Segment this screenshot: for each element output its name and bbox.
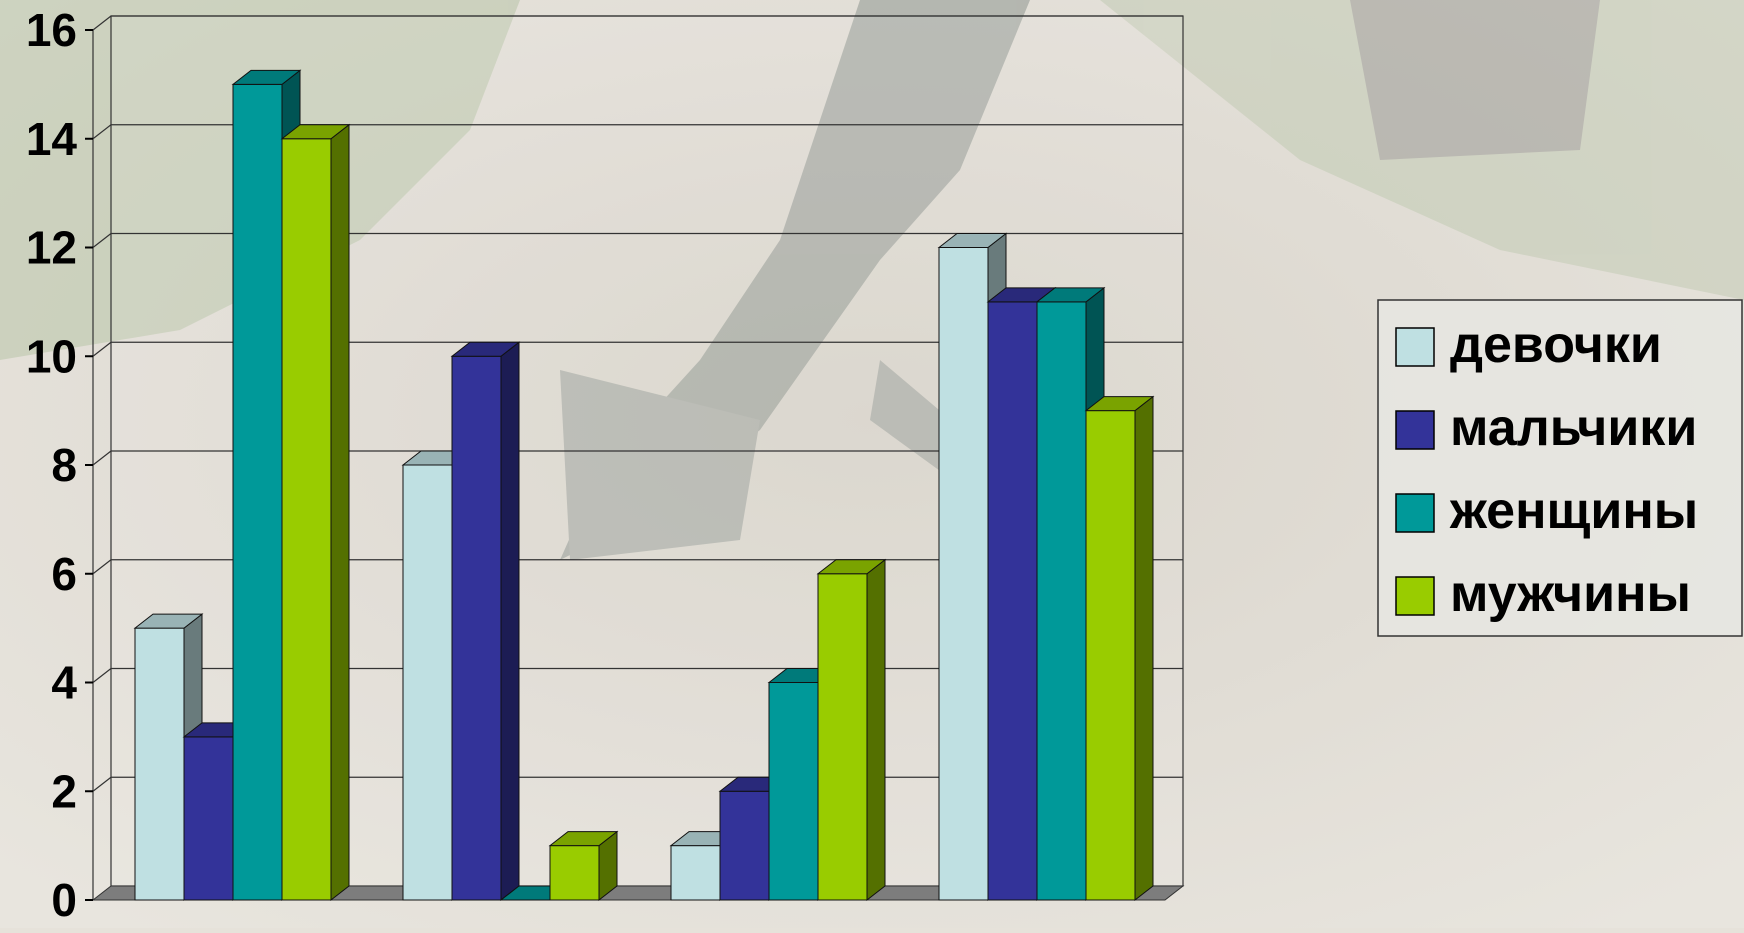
y-tick-label: 2 (51, 765, 77, 817)
y-tick-label: 14 (26, 113, 78, 165)
y-tick-label: 4 (51, 657, 77, 709)
y-tick-label: 16 (26, 4, 77, 56)
bar-top (937, 233, 1008, 248)
y-axis: 0 2 4 6 8 10 12 14 16 (26, 4, 93, 926)
bar-front (134, 627, 185, 901)
bars (133, 69, 1155, 902)
bar (548, 830, 619, 902)
bar-side (500, 341, 520, 902)
bar-front (451, 355, 502, 901)
legend-label: женщины (1449, 482, 1698, 540)
bar-top (548, 831, 619, 847)
gridline-side (92, 559, 112, 575)
bar-front (1085, 410, 1136, 901)
y-tick-label: 0 (51, 874, 77, 926)
legend-swatch (1395, 327, 1435, 367)
gridline-side (92, 233, 112, 248)
bar-front (817, 573, 868, 901)
y-tick-label: 8 (51, 439, 77, 491)
y-tick-label: 10 (26, 330, 77, 382)
y-tick-label: 12 (26, 222, 77, 274)
bar-front (232, 83, 283, 901)
legend-swatch (1395, 576, 1435, 616)
bar-top (450, 341, 521, 357)
bar-front (987, 301, 1038, 901)
legend-label: мальчики (1450, 399, 1697, 457)
gridline-side (92, 776, 112, 792)
bar-top (280, 124, 351, 140)
bar-side (330, 123, 350, 902)
bar (450, 341, 521, 902)
bar-front (402, 464, 453, 901)
bar-top (1084, 396, 1155, 412)
bar-top (816, 559, 887, 575)
bar-front (938, 247, 989, 901)
legend-swatch (1395, 410, 1435, 450)
legend-label: девочки (1450, 316, 1662, 374)
bar-front (719, 790, 770, 901)
bar-front (549, 845, 600, 901)
bar-front (670, 845, 721, 901)
bar-top (231, 69, 302, 85)
gridline-side (92, 341, 112, 357)
bar (1084, 395, 1155, 902)
y-tick-label: 6 (51, 548, 77, 600)
gridline-side (92, 668, 112, 683)
legend-label: мужчины (1450, 565, 1691, 623)
legend-box (1377, 299, 1743, 637)
gridline-side (92, 124, 112, 140)
bar (816, 558, 887, 902)
bar-side (1134, 395, 1154, 902)
gridline-side (92, 15, 112, 31)
bar-front (768, 682, 819, 901)
bar-top (133, 613, 204, 629)
bar-front (1036, 301, 1087, 901)
legend-swatch (1395, 493, 1435, 533)
legend: девочки мальчики женщины мужчины (1377, 299, 1743, 637)
bar-front (183, 736, 234, 901)
bar-side (866, 558, 886, 902)
bar (280, 123, 351, 902)
bar-front (281, 138, 332, 901)
gridline-side (92, 450, 112, 466)
bar-top (1035, 287, 1106, 303)
